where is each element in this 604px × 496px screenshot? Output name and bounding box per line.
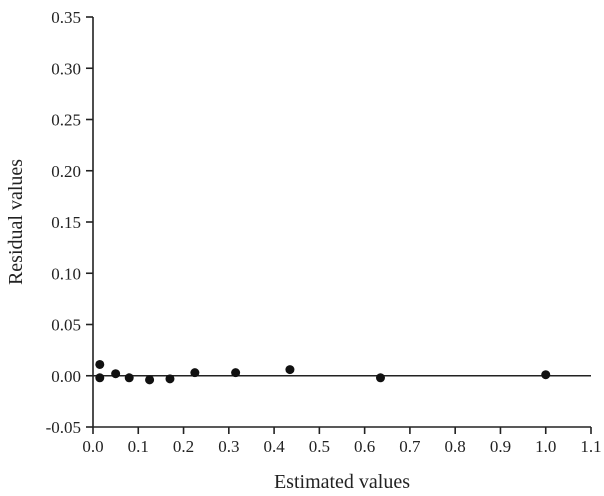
x-tick-label: 0.0 xyxy=(82,437,103,456)
data-point xyxy=(165,374,175,384)
data-point xyxy=(190,368,200,378)
y-tick-label: 0.35 xyxy=(51,8,81,27)
x-tick-label: 0.2 xyxy=(173,437,194,456)
data-point xyxy=(124,373,134,383)
y-axis-title: Residual values xyxy=(5,159,27,285)
data-point xyxy=(145,375,155,385)
y-tick-label: -0.05 xyxy=(46,418,81,437)
data-point xyxy=(95,373,105,383)
y-tick-label: 0.15 xyxy=(51,213,81,232)
y-tick-label: 0.00 xyxy=(51,367,81,386)
x-tick-label: 0.8 xyxy=(445,437,466,456)
x-tick-label: 0.4 xyxy=(263,437,285,456)
x-tick-label: 0.1 xyxy=(128,437,149,456)
y-tick-label: 0.10 xyxy=(51,264,81,283)
x-axis-ticks: 0.0 0.1 0.2 0.3 0.4 0.5 0.6 0.7 0.8 0.9 1.0 1.1 xyxy=(82,427,602,456)
data-point xyxy=(111,369,121,379)
data-point xyxy=(231,368,241,378)
x-tick-label: 0.9 xyxy=(490,437,511,456)
data-points xyxy=(95,359,551,385)
y-tick-label: 0.25 xyxy=(51,111,81,130)
data-point xyxy=(95,359,105,369)
data-point xyxy=(285,365,295,375)
x-tick-label: 0.6 xyxy=(354,437,375,456)
y-tick-label: 0.05 xyxy=(51,316,81,335)
x-tick-label: 0.5 xyxy=(309,437,330,456)
x-tick-label: 1.0 xyxy=(535,437,556,456)
data-point xyxy=(375,373,385,383)
y-tick-label: 0.20 xyxy=(51,162,81,181)
y-axis-ticks: -0.05 0.00 0.05 0.10 0.15 0.20 0.25 0.30 0.35 xyxy=(46,8,93,437)
x-tick-label: 1.1 xyxy=(580,437,601,456)
x-tick-label: 0.7 xyxy=(399,437,421,456)
data-point xyxy=(541,370,551,380)
y-tick-label: 0.30 xyxy=(51,59,81,78)
x-tick-label: 0.3 xyxy=(218,437,239,456)
x-axis-title: Estimated values xyxy=(274,471,410,493)
axis-lines xyxy=(92,17,591,428)
